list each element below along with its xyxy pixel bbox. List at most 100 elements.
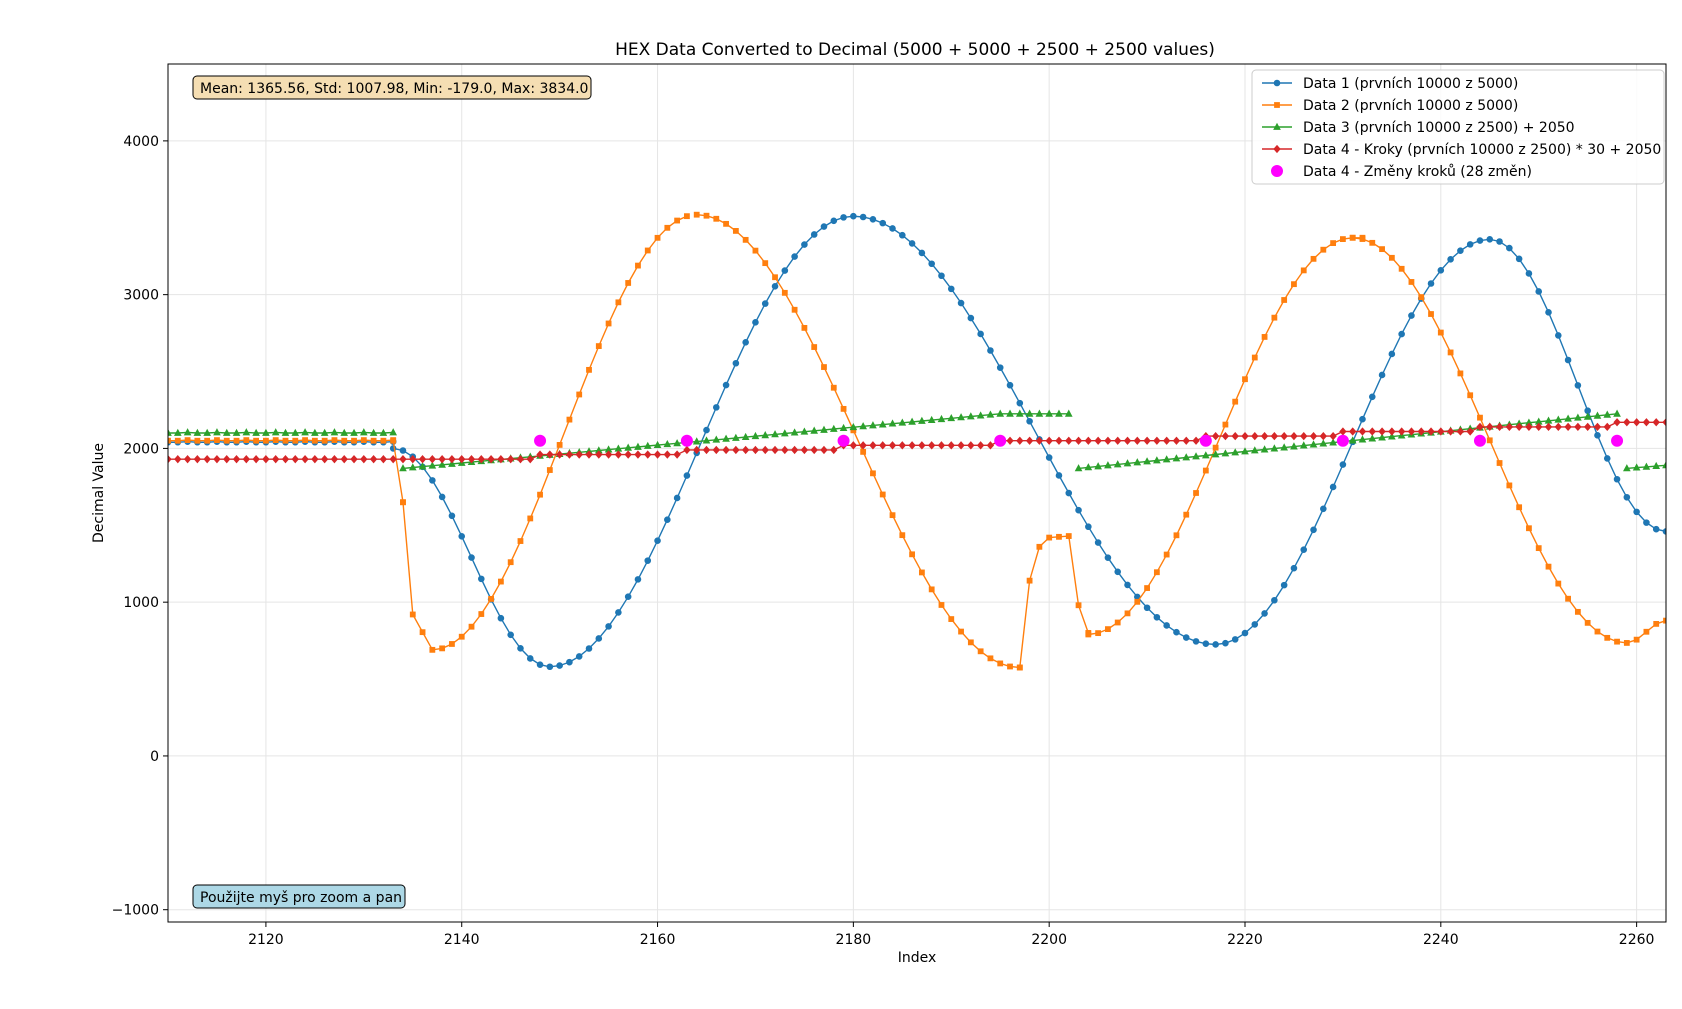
series-4-point: [869, 441, 877, 450]
legend[interactable]: Data 1 (prvních 10000 z 5000) Data 2 (prv…: [1251, 69, 1665, 185]
series-5[interactable]: [534, 434, 1624, 447]
series-1-point: [810, 231, 818, 238]
series-2-line: [392, 440, 404, 503]
series-4-point: [183, 455, 192, 464]
series-1-point: [654, 537, 661, 544]
series-1-point: [507, 631, 514, 639]
series-4-point: [516, 455, 525, 464]
series-4-point: [1192, 436, 1200, 445]
series-3-point: [1593, 411, 1602, 419]
series-2-point: [967, 639, 974, 646]
series-4-point: [1388, 427, 1396, 436]
series-3-point: [673, 439, 681, 447]
series-2-point: [723, 220, 729, 227]
series-4-point: [1280, 431, 1288, 441]
series-1[interactable]: [165, 212, 1669, 671]
series-1-point: [683, 472, 691, 479]
series-2-point: [821, 364, 827, 370]
series-4-point: [1045, 436, 1053, 445]
series-4-point: [1495, 422, 1504, 432]
series-2-point: [1565, 595, 1571, 602]
series-2-point: [1075, 602, 1082, 609]
series-4-point: [879, 441, 887, 450]
series-4-point: [732, 445, 740, 455]
series-1-point: [1173, 628, 1180, 636]
series-1-point: [1496, 238, 1503, 245]
series-2-point: [527, 515, 534, 522]
x-tick-label: 2260: [1619, 932, 1655, 948]
series-2-point: [1506, 482, 1513, 489]
series-2-point: [1388, 254, 1395, 261]
series-1-point: [967, 314, 975, 322]
series-4-point: [1564, 422, 1572, 432]
x-tick-label: 2180: [836, 932, 872, 948]
series-3-point: [1231, 448, 1240, 456]
series-2-point: [1447, 349, 1454, 356]
series-3-point: [1388, 432, 1396, 440]
series-3-point: [340, 428, 349, 436]
series-4[interactable]: [165, 418, 1669, 464]
series-2-point: [938, 602, 945, 608]
series-3-point: [301, 428, 309, 436]
plot-series[interactable]: [165, 211, 1669, 671]
series-3-point: [996, 409, 1005, 417]
series-2-point: [1623, 640, 1630, 646]
series-1-point: [1114, 568, 1122, 576]
series-2-point: [918, 569, 925, 576]
series-2-point: [1173, 532, 1180, 539]
series-3-point: [1652, 461, 1661, 469]
series-1-point: [536, 661, 544, 668]
series-3[interactable]: [165, 409, 1669, 472]
series-4-point: [340, 455, 348, 464]
series-1-point: [634, 576, 642, 583]
series-4-point: [1603, 422, 1611, 432]
series-5-point: [680, 434, 693, 447]
series-1-point: [1506, 244, 1513, 252]
series-3-point: [252, 428, 260, 436]
legend-item[interactable]: Data 2 (prvních 10000 z 5000): [1262, 98, 1518, 114]
series-4-point: [555, 450, 564, 459]
series-3-point: [869, 421, 877, 429]
series-1-point: [752, 319, 759, 326]
series-2[interactable]: [166, 211, 1669, 671]
series-3-point: [271, 428, 280, 436]
series-3-point: [428, 461, 437, 469]
series-4-point: [1153, 436, 1161, 445]
series-3-point: [741, 432, 750, 440]
series-3-point: [634, 442, 642, 450]
series-4-point: [976, 441, 985, 450]
series-1-point: [791, 253, 798, 260]
series-4-point: [1241, 431, 1249, 441]
series-1-point: [879, 219, 887, 227]
series-1-point: [556, 662, 563, 669]
series-4-point: [1006, 436, 1014, 445]
series-4-point: [1035, 436, 1044, 445]
y-tick-label: −1000: [112, 903, 159, 919]
series-1-point: [761, 300, 769, 307]
legend-item[interactable]: Data 4 - Změny kroků (28 změn): [1271, 164, 1532, 180]
legend-label: Data 2 (prvních 10000 z 5000): [1303, 98, 1518, 114]
series-1-point: [820, 223, 828, 230]
legend-marker: [1273, 144, 1281, 154]
legend-item[interactable]: Data 1 (prvních 10000 z 5000): [1262, 76, 1518, 92]
series-1-point: [781, 267, 789, 274]
legend-item[interactable]: Data 4 - Kroky (prvních 10000 z 2500) * …: [1262, 142, 1661, 158]
series-2-point: [458, 633, 465, 640]
series-4-point: [1584, 422, 1592, 432]
legend-item[interactable]: Data 3 (prvních 10000 z 2500) + 2050: [1262, 120, 1575, 136]
series-1-point: [624, 593, 632, 600]
series-2-point: [400, 499, 406, 506]
series-1-point: [712, 404, 720, 411]
series-2-line: [168, 439, 394, 442]
series-3-point: [780, 429, 789, 437]
series-4-point: [301, 455, 309, 464]
series-4-point: [644, 450, 652, 459]
series-3-point: [1378, 433, 1386, 441]
series-4-point: [487, 455, 495, 464]
grid-lines: [168, 64, 1666, 922]
series-4-point: [663, 450, 672, 459]
series-4-point: [918, 441, 926, 450]
series-1-point: [742, 338, 749, 346]
series-2-point: [1114, 619, 1121, 626]
series-4-point: [168, 455, 172, 464]
